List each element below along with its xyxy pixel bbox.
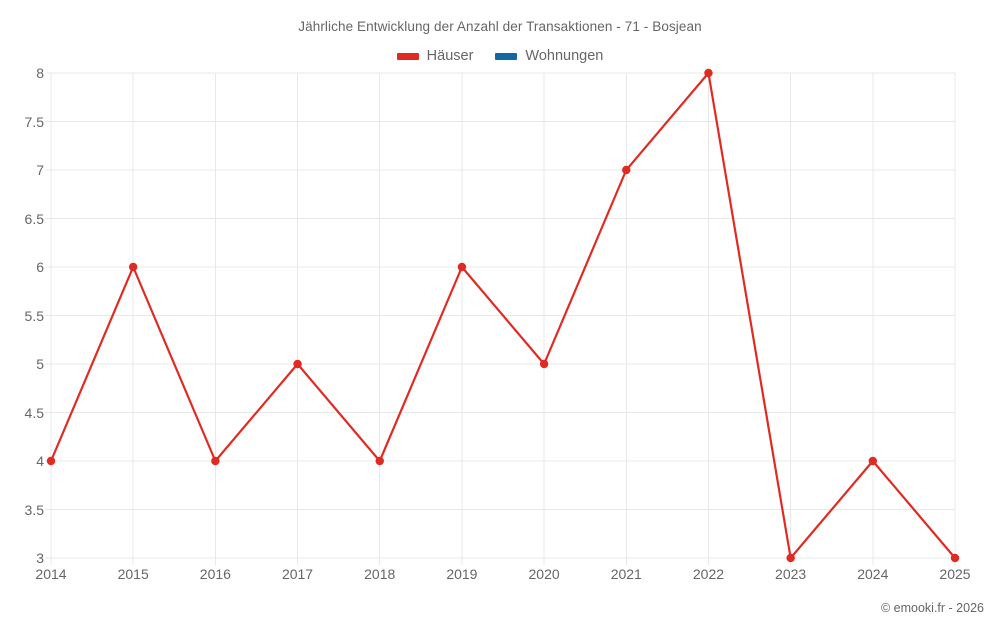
- legend-item-haeuser[interactable]: Häuser: [396, 48, 474, 64]
- x-axis-tick-label: 2025: [939, 566, 971, 582]
- y-axis-tick-label: 3: [36, 550, 44, 566]
- plot-area[interactable]: [45, 68, 960, 565]
- x-axis-tick-label: 2022: [692, 566, 725, 582]
- x-axis-tick-label: 2024: [857, 566, 889, 582]
- x-axis-tick-label: 2023: [775, 566, 807, 582]
- y-axis-tick-label: 5.5: [24, 307, 44, 324]
- y-axis-tick-label: 7.5: [24, 113, 44, 130]
- legend-item-wohnungen[interactable]: Wohnungen: [495, 48, 603, 64]
- legend-color-swatch-haeuser: [396, 52, 419, 60]
- horizontal-gridlines: [45, 72, 955, 559]
- chart-legend: Häuser Wohnungen: [0, 45, 1000, 67]
- y-axis-tick-label: 3.5: [24, 501, 44, 518]
- series-points: [46, 68, 960, 563]
- x-axis-tick-label: 2017: [281, 566, 314, 582]
- vertical-gridlines: [50, 73, 956, 558]
- y-axis-tick-label: 4.5: [24, 404, 44, 421]
- x-axis-tick-label: 2016: [199, 566, 231, 582]
- copyright-credit: © emooki.fr - 2026: [880, 601, 984, 615]
- chart-canvas: [45, 68, 960, 565]
- y-axis-tick-label: 6.5: [24, 210, 44, 227]
- page-title: Jährliche Entwicklung der Anzahl der Tra…: [298, 19, 702, 34]
- x-axis-tick-label: 2015: [117, 566, 149, 582]
- y-axis-labels: 3 3.5 4 4.5 5 5.5 6 6.5 7 7.5 8: [0, 0, 44, 625]
- y-axis-tick-label: 8: [36, 65, 44, 81]
- x-axis-tick-label: 2018: [364, 566, 396, 582]
- legend-label-haeuser: Häuser: [426, 48, 474, 64]
- x-axis-tick-label: 2019: [446, 566, 478, 582]
- series-lines: [49, 71, 957, 560]
- legend-label-wohnungen: Wohnungen: [525, 48, 604, 64]
- y-axis-tick-label: 4: [36, 453, 44, 469]
- x-axis-tick-label: 2020: [528, 566, 560, 582]
- x-axis-tick-label: 2014: [35, 566, 67, 582]
- x-axis-tick-label: 2021: [610, 566, 642, 582]
- y-axis-tick-label: 7: [36, 162, 44, 178]
- y-axis-tick-label: 6: [36, 259, 44, 275]
- legend-color-swatch-wohnungen: [495, 52, 518, 60]
- y-axis-tick-label: 5: [36, 356, 44, 372]
